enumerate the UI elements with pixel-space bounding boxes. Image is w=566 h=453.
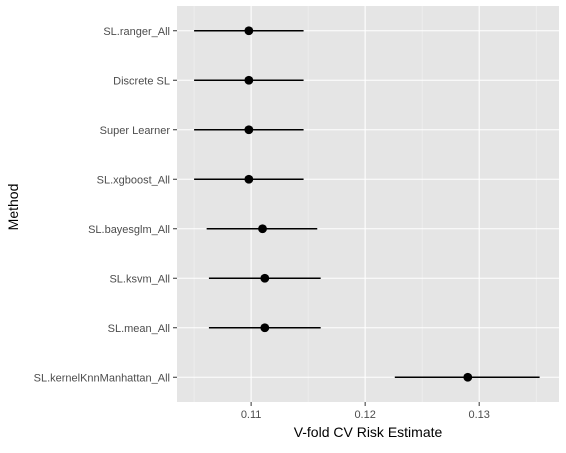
x-axis-title: V-fold CV Risk Estimate [294,424,443,440]
x-tick-label: 0.12 [354,409,375,421]
y-tick-label: Discrete SL [113,75,170,87]
estimate-point [463,372,473,382]
y-tick-label: SL.ksvm_All [109,273,170,285]
y-tick-label: SL.ranger_All [103,26,170,38]
estimate-point [244,75,254,85]
minor-gridlines [193,6,537,402]
estimate-point [260,323,270,333]
estimate-point [244,174,254,184]
y-tick-label: SL.kernelKnnManhattan_All [34,372,170,384]
estimate-point [244,26,254,36]
y-tick-label: Super Learner [100,125,171,137]
estimate-point [260,273,270,283]
y-tick-label: SL.xgboost_All [97,174,170,186]
y-axis: SL.ranger_All Discrete SL Super Learner SL.… [34,26,177,384]
y-tick-label: SL.bayesglm_All [88,224,170,236]
x-axis: 0.11 0.12 0.13 [241,402,490,421]
x-tick-label: 0.11 [241,409,262,421]
estimate-point [258,224,267,234]
panel-background [177,6,559,402]
estimate-point [244,125,254,135]
y-axis-title: Method [5,184,21,231]
y-tick-label: SL.mean_All [108,323,170,335]
x-tick-label: 0.13 [468,409,489,421]
data-marks [194,26,540,382]
